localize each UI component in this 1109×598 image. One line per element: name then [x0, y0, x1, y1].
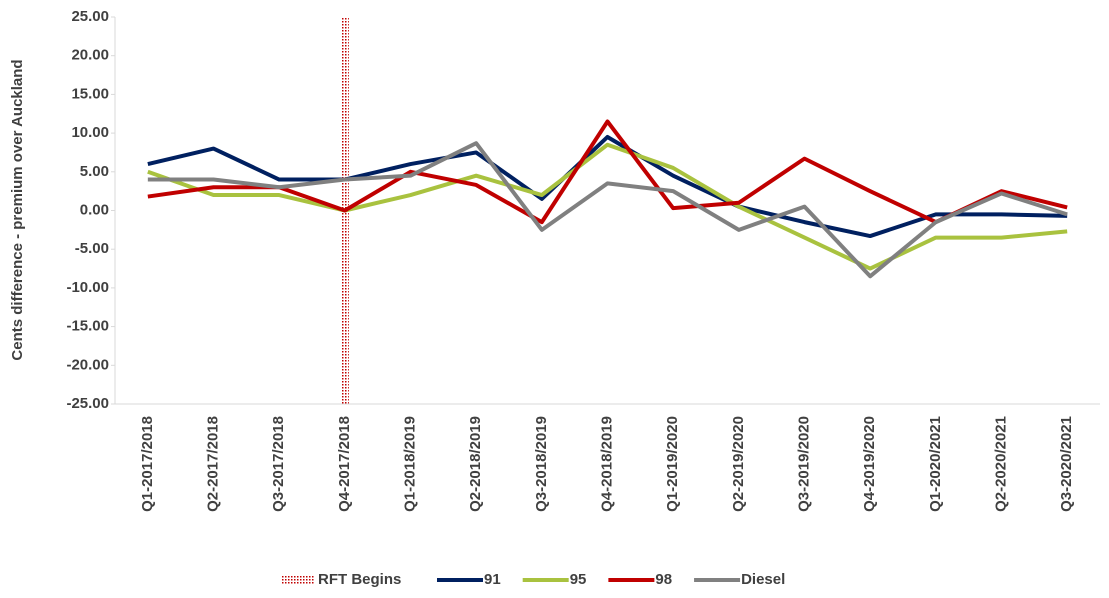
y-tick-label: 15.00: [71, 85, 109, 102]
x-tick-label: Q4-2017/2018: [336, 416, 353, 512]
x-tick-label: Q4-2019/2020: [861, 416, 878, 512]
x-tick-label: Q3-2018/2019: [533, 416, 550, 512]
legend-label: 91: [484, 571, 501, 588]
x-tick-label: Q2-2017/2018: [204, 416, 221, 512]
series-line: [147, 134, 1068, 239]
legend-label: 98: [655, 571, 672, 588]
y-tick-label: -15.00: [66, 318, 109, 335]
y-tick-label: 25.00: [71, 8, 109, 25]
x-tick-label: Q4-2018/2019: [598, 416, 615, 512]
x-tick-label: Q1-2018/2019: [401, 416, 418, 512]
x-tick-label: Q2-2019/2020: [730, 416, 747, 512]
y-tick-label: 5.00: [80, 163, 109, 180]
y-tick-label: 0.00: [80, 201, 109, 218]
y-axis-title: Cents difference - premium over Auckland: [9, 59, 26, 360]
x-tick-label: Q1-2020/2021: [927, 416, 944, 512]
series-line: [147, 142, 1068, 271]
x-tick-label: Q2-2018/2019: [467, 416, 484, 512]
x-tick-label: Q3-2020/2021: [1058, 416, 1075, 512]
y-tick-label: 20.00: [71, 47, 109, 64]
series-line: [147, 119, 1068, 225]
x-tick-label: Q1-2017/2018: [139, 416, 156, 512]
x-tick-label: Q3-2017/2018: [270, 416, 287, 512]
x-tick-label: Q3-2019/2020: [795, 416, 812, 512]
legend-swatch: [282, 575, 314, 585]
series-line: [147, 141, 1068, 279]
legend-label: 95: [570, 571, 587, 588]
legend-label: RFT Begins: [318, 571, 401, 588]
y-tick-label: -10.00: [66, 279, 109, 296]
y-tick-label: -20.00: [66, 356, 109, 373]
legend-label: Diesel: [741, 571, 785, 588]
y-tick-label: -5.00: [75, 240, 109, 257]
x-tick-label: Q1-2019/2020: [664, 416, 681, 512]
x-tick-label: Q2-2020/2021: [992, 416, 1009, 512]
y-tick-label: 10.00: [71, 124, 109, 141]
y-tick-label: -25.00: [66, 395, 109, 412]
